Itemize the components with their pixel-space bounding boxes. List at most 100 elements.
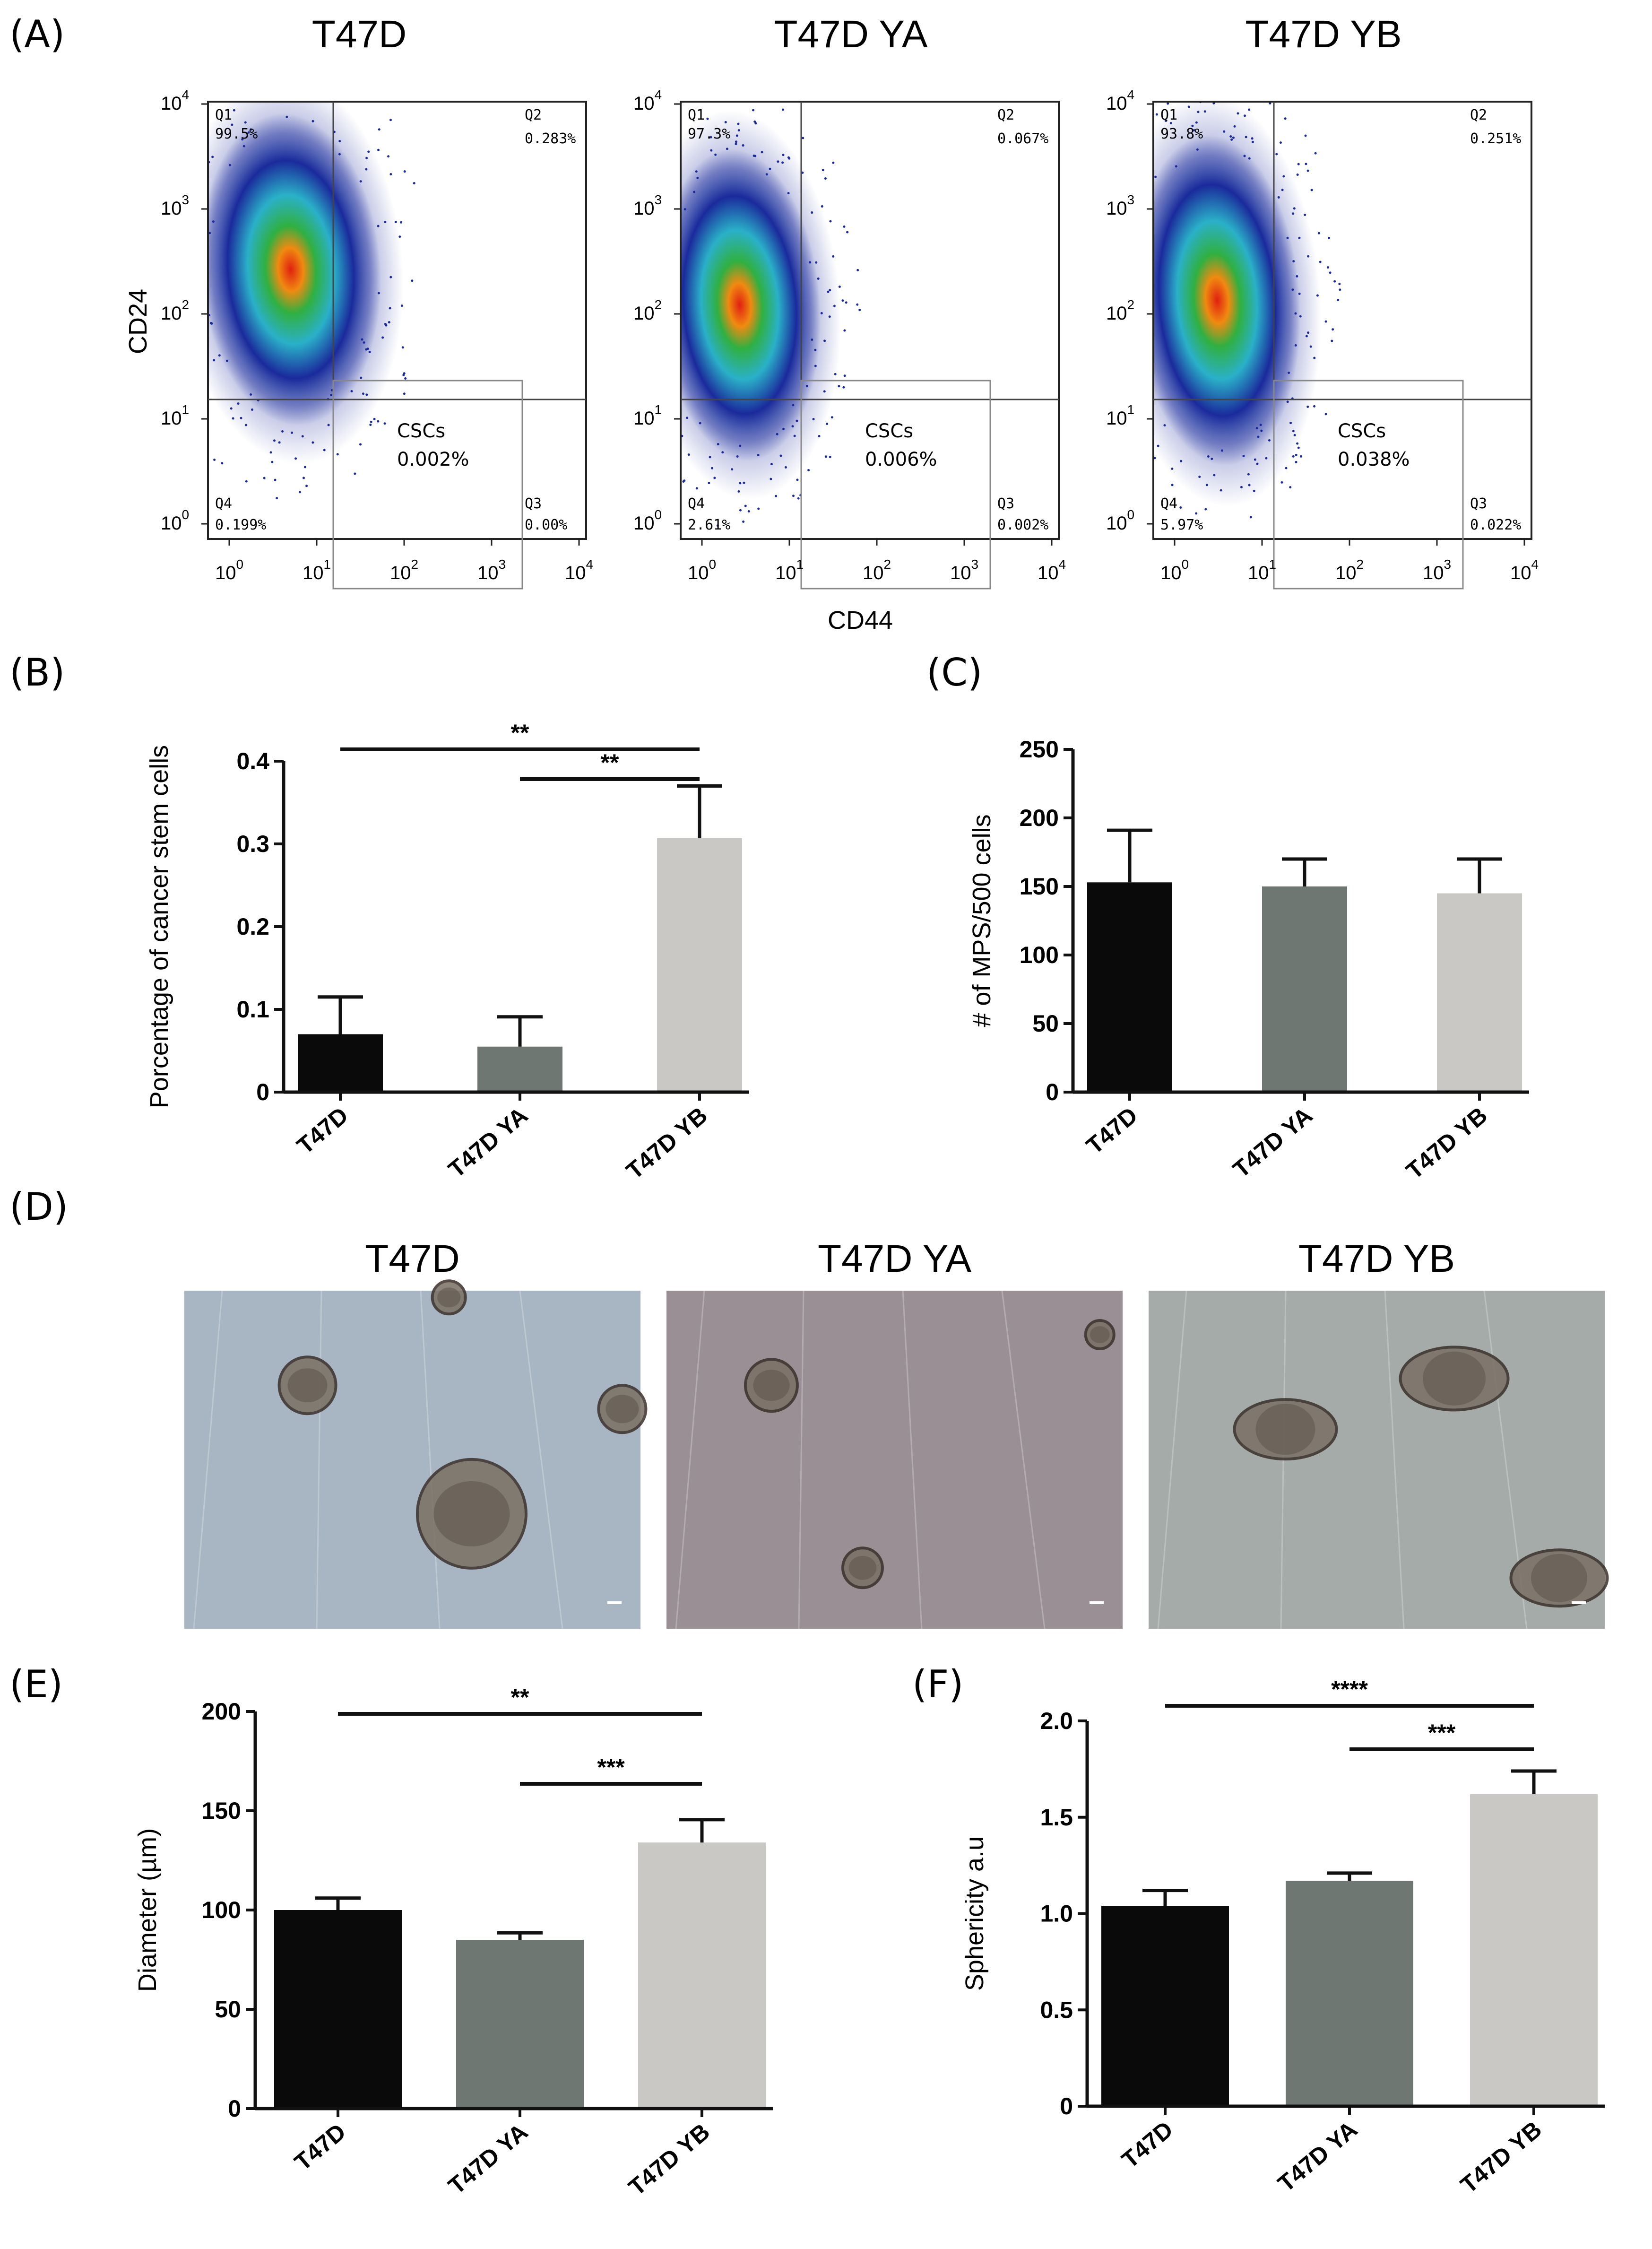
flow-event-dot [369,424,372,426]
flow-csc-label: CSCs [1338,420,1386,442]
flow-csc-value: 0.006% [865,449,937,470]
flow-event-dot [1305,163,1307,165]
flow-event-dot [221,462,224,465]
flow-event-dot [190,339,192,341]
flow-event-dot [1233,125,1236,128]
y-tick-label: 0 [1060,2093,1073,2119]
flow-x-tick-label: 102 [1335,557,1364,583]
flow-event-dot [1307,331,1310,334]
flow-event-dot [1223,130,1226,133]
micrograph-title: T47D YB [1298,1237,1455,1280]
flow-event-dot [336,453,339,456]
flow-event-dot [1284,117,1287,120]
flow-event-dot [389,307,391,310]
flow-event-dot [1122,188,1124,190]
flow-event-dot [812,417,815,420]
flow-event-dot [765,173,768,176]
flow-x-tick-exponent: 0 [236,557,244,572]
flow-event-dot [826,422,829,425]
chart-sphericity: T47D T47D YA T47D YB 0 0.5 1.0 1.5 2.0 Sphericit… [960,1676,1605,2198]
flow-event-dot [387,155,390,158]
flow-event-dot [1339,288,1341,291]
flow-event-dot [737,490,740,493]
flow-event-dot [302,477,305,479]
flow-event-dot [827,290,830,293]
flow-event-dot [287,68,290,70]
flow-event-dot [1141,315,1143,317]
flow-event-dot [832,255,835,258]
flow-event-dot [276,497,278,500]
flow-event-dot [838,285,841,288]
flow-event-dot [711,467,714,469]
flow-event-dot [769,167,771,170]
y-tick-label: 1.0 [1040,1901,1073,1927]
flow-csc-label: CSCs [397,420,445,442]
flow-event-dot [660,443,662,446]
flow-event-dot [1313,356,1316,359]
bar-t47d [1087,882,1172,1092]
flow-event-dot [1147,412,1150,415]
x-tick-label: T47D [1116,2116,1178,2173]
flow-y-tick-exponent: 2 [655,297,662,312]
flow-event-dot [1248,108,1251,111]
flow-event-dot [218,354,221,357]
flow-event-dot [824,177,827,180]
spheroid-core [848,1556,877,1580]
micrograph-scratch [675,1290,705,1629]
flow-event-dot [1307,255,1310,258]
flow-event-dot [761,151,763,154]
flow-event-dot [373,89,376,91]
x-tick-label: T47D YB [1401,1102,1492,1184]
y-axis-title: # of MPS/500 cells [968,814,996,1027]
chart-cancer-stem-cells: T47D T47D YA T47D YB 0 0.1 0.2 0.3 0.4 Porcentag… [145,720,749,1184]
flow-q3-value: 0.00% [525,517,567,533]
flow-event-dot [653,350,656,352]
flow-csc-gate [800,380,991,590]
flow-y-tick-exponent: 2 [182,297,190,312]
spheroid-core [287,1368,328,1403]
flow-event-dot [1294,312,1297,315]
flow-q1-label: Q1 [1160,107,1177,123]
flow-event-dot [179,280,181,282]
flow-event-dot [377,420,380,423]
flow-event-dot [1256,462,1259,465]
flow-event-dot [683,208,686,211]
flow-event-dot [1212,102,1215,104]
micrograph-2: T47D YA [666,1237,1123,1629]
flow-x-tick-label: 103 [1423,557,1451,583]
flow-event-dot [193,362,195,364]
flow-x-tick-exponent: 0 [709,557,717,572]
flow-event-dot [622,316,624,318]
flow-event-dot [659,347,661,349]
flow-event-dot [202,173,205,175]
flow-event-dot [846,231,849,234]
flow-event-dot [212,220,215,223]
flow-event-dot [1306,405,1309,408]
flow-event-dot [791,425,794,428]
flow-event-dot [266,72,268,75]
flow-event-dot [843,374,846,377]
spheroid-core [437,1287,461,1308]
flow-q4-value: 5.97% [1160,517,1203,533]
micrograph-scratch [193,1290,223,1629]
flow-event-dot [251,408,253,411]
flow-event-dot [304,466,307,469]
flow-x-tick-label: 104 [565,557,593,583]
flow-event-dot [368,350,371,353]
flow-event-dot [1259,424,1262,426]
flow-x-tick-label: 103 [950,557,978,583]
flow-event-dot [801,171,804,174]
flow-event-dot [650,283,653,286]
flow-event-dot [362,392,364,395]
flow-event-dot [757,454,760,457]
y-tick-label: 150 [1020,873,1059,900]
flow-event-dot [683,479,686,482]
flow-event-dot [203,304,205,307]
flow-event-dot [213,459,216,461]
spheroid-core [605,1395,639,1424]
spheroid-core [433,1481,510,1546]
flow-event-dot [757,507,760,510]
flow-event-dot [1298,236,1301,239]
flow-event-dot [739,509,742,512]
flow-event-dot [1122,338,1124,340]
